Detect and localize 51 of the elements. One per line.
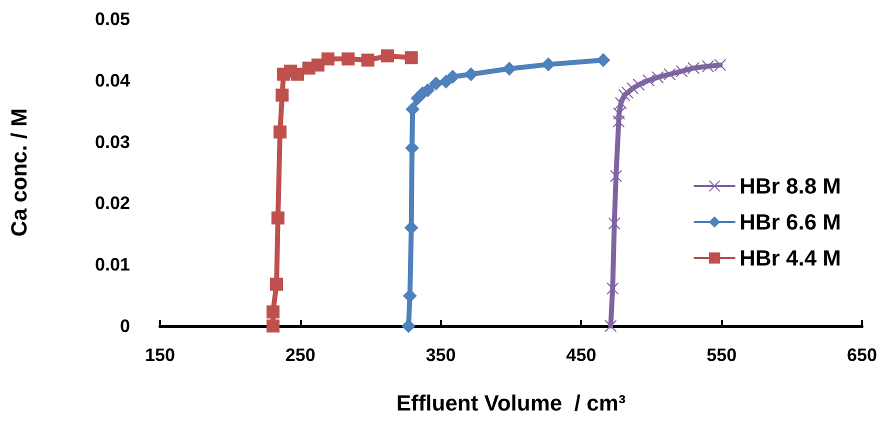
x-tick-label: 650 — [846, 345, 878, 365]
x-tick-label: 150 — [144, 345, 176, 365]
point — [321, 52, 334, 66]
point — [361, 54, 374, 67]
point — [664, 68, 676, 80]
point — [402, 319, 416, 333]
point — [608, 217, 620, 230]
point — [266, 320, 280, 332]
x-tick-label: 550 — [706, 345, 737, 365]
point — [446, 70, 460, 84]
point — [702, 60, 714, 72]
y-tick-label: 0 — [120, 316, 130, 336]
point — [270, 278, 284, 291]
point — [604, 320, 617, 332]
point — [342, 52, 355, 66]
y-axis-title: Ca conc. / M — [6, 108, 32, 237]
y-tick-label: 0.03 — [94, 132, 130, 152]
point — [404, 51, 418, 64]
point — [612, 116, 625, 128]
point — [271, 211, 284, 224]
point — [266, 305, 280, 318]
point — [541, 57, 556, 72]
legend-label: HBr 8.8 M — [740, 174, 842, 198]
point — [429, 76, 444, 90]
point — [652, 71, 664, 84]
y-tick-label: 0.04 — [94, 70, 130, 90]
point — [502, 62, 516, 76]
point — [714, 59, 726, 72]
point — [380, 49, 394, 62]
y-tick-label: 0.05 — [94, 9, 130, 29]
point — [276, 88, 289, 102]
point — [614, 97, 627, 110]
y-tick-label: 0.02 — [94, 193, 130, 214]
point — [464, 67, 478, 82]
point — [626, 82, 639, 94]
point — [291, 68, 304, 81]
point — [688, 62, 700, 74]
point — [613, 108, 626, 120]
x-tick-label: 350 — [426, 345, 456, 365]
point — [610, 170, 622, 182]
legend-label: HBr 4.4 M — [740, 246, 842, 270]
x-axis-title: Effluent Volume / cm³ — [396, 390, 626, 416]
point — [274, 125, 287, 138]
y-tick-label: 0.01 — [94, 254, 130, 275]
x-tick-label: 450 — [566, 345, 596, 365]
x-tick-label: 250 — [285, 345, 316, 365]
point — [676, 65, 688, 78]
point — [606, 282, 619, 295]
point — [632, 78, 645, 91]
legend-label: HBr 6.6 M — [740, 210, 842, 234]
point — [642, 74, 655, 86]
